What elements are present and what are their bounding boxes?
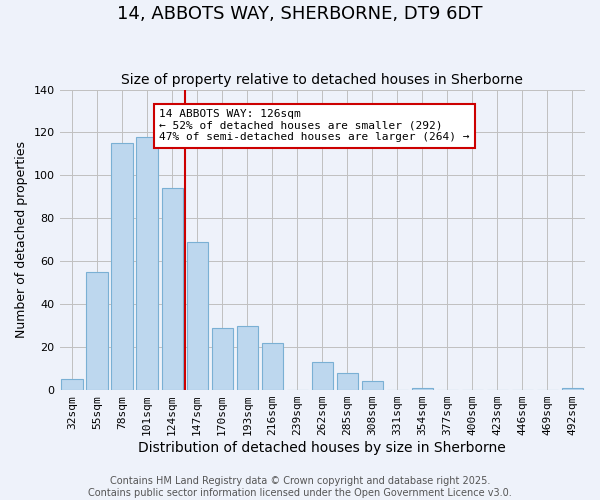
Bar <box>412 388 433 390</box>
Bar <box>362 382 383 390</box>
Text: 14 ABBOTS WAY: 126sqm
← 52% of detached houses are smaller (292)
47% of semi-det: 14 ABBOTS WAY: 126sqm ← 52% of detached … <box>160 109 470 142</box>
Bar <box>136 137 158 390</box>
Bar <box>86 272 108 390</box>
Bar <box>187 242 208 390</box>
Text: 14, ABBOTS WAY, SHERBORNE, DT9 6DT: 14, ABBOTS WAY, SHERBORNE, DT9 6DT <box>117 5 483 23</box>
Bar <box>61 380 83 390</box>
Bar <box>236 326 258 390</box>
Bar <box>562 388 583 390</box>
Text: Contains HM Land Registry data © Crown copyright and database right 2025.
Contai: Contains HM Land Registry data © Crown c… <box>88 476 512 498</box>
Y-axis label: Number of detached properties: Number of detached properties <box>15 142 28 338</box>
Bar <box>161 188 183 390</box>
Bar <box>337 373 358 390</box>
X-axis label: Distribution of detached houses by size in Sherborne: Distribution of detached houses by size … <box>139 441 506 455</box>
Bar <box>311 362 333 390</box>
Bar <box>262 343 283 390</box>
Bar <box>112 143 133 390</box>
Bar <box>212 328 233 390</box>
Title: Size of property relative to detached houses in Sherborne: Size of property relative to detached ho… <box>121 73 523 87</box>
